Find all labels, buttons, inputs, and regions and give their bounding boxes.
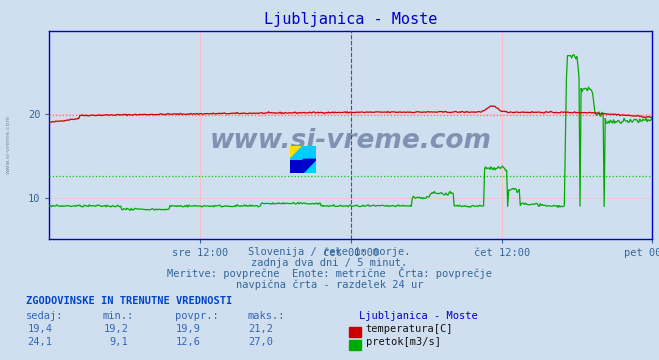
Text: www.si-vreme.com: www.si-vreme.com <box>5 114 11 174</box>
Text: 19,4: 19,4 <box>28 324 53 334</box>
Text: 19,9: 19,9 <box>176 324 201 334</box>
Text: Meritve: povprečne  Enote: metrične  Črta: povprečje: Meritve: povprečne Enote: metrične Črta:… <box>167 267 492 279</box>
Text: 21,2: 21,2 <box>248 324 273 334</box>
Text: 27,0: 27,0 <box>248 337 273 347</box>
Text: 12,6: 12,6 <box>176 337 201 347</box>
Polygon shape <box>303 159 316 173</box>
Bar <box>290 159 303 173</box>
Text: 19,2: 19,2 <box>103 324 129 334</box>
Bar <box>303 159 316 173</box>
Text: pretok[m3/s]: pretok[m3/s] <box>366 337 441 347</box>
Title: Ljubljanica - Moste: Ljubljanica - Moste <box>264 12 438 27</box>
Polygon shape <box>290 146 303 159</box>
Text: min.:: min.: <box>102 311 133 321</box>
Bar <box>290 146 303 159</box>
Text: maks.:: maks.: <box>247 311 285 321</box>
Text: sedaj:: sedaj: <box>26 311 64 321</box>
Text: Slovenija / reke in morje.: Slovenija / reke in morje. <box>248 247 411 257</box>
Text: 9,1: 9,1 <box>110 337 129 347</box>
Text: navpična črta - razdelek 24 ur: navpična črta - razdelek 24 ur <box>236 279 423 290</box>
Text: temperatura[C]: temperatura[C] <box>366 324 453 334</box>
Text: povpr.:: povpr.: <box>175 311 218 321</box>
Text: zadnja dva dni / 5 minut.: zadnja dva dni / 5 minut. <box>251 258 408 268</box>
Text: ZGODOVINSKE IN TRENUTNE VREDNOSTI: ZGODOVINSKE IN TRENUTNE VREDNOSTI <box>26 296 233 306</box>
Text: Ljubljanica - Moste: Ljubljanica - Moste <box>359 311 478 321</box>
Text: www.si-vreme.com: www.si-vreme.com <box>210 128 492 154</box>
Text: 24,1: 24,1 <box>28 337 53 347</box>
Bar <box>303 146 316 159</box>
